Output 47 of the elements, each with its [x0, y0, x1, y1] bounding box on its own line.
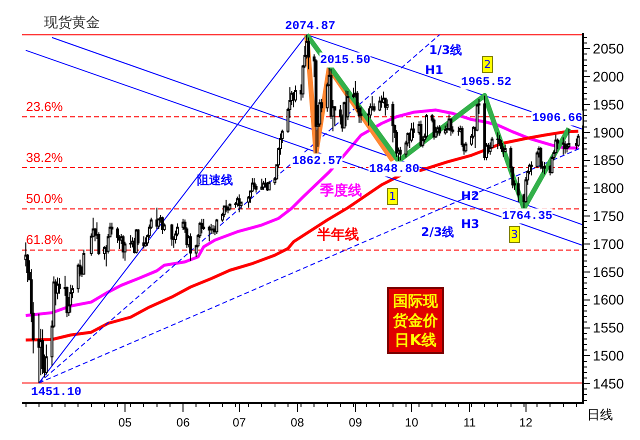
annotation: 23.6%: [26, 99, 64, 114]
y-tick-label: 2000: [592, 68, 624, 84]
y-tick-label: 1900: [592, 124, 624, 140]
annotation: 1451.10: [31, 385, 82, 399]
x-axis-title: 日线: [587, 408, 613, 423]
y-tick-label: 1500: [592, 348, 624, 364]
x-tick-label: 12: [519, 415, 533, 430]
annotation: 1906.66: [532, 111, 582, 125]
x-tick-label: 06: [176, 415, 190, 430]
y-tick-label: 2050: [592, 40, 624, 57]
y-tick-label: 1750: [592, 208, 624, 224]
series-label: H1: [425, 63, 444, 77]
y-tick-label: 1650: [592, 264, 624, 280]
series-label: 阻速线: [197, 173, 233, 187]
x-tick-label: 10: [404, 415, 419, 430]
annotation: 50.0%: [26, 191, 64, 206]
annotation: 国际现货金价日K线: [392, 292, 439, 349]
annotation: 1764.35: [502, 209, 552, 223]
annotation: 2: [484, 58, 491, 71]
series-label: 季度线: [319, 182, 362, 199]
y-tick-label: 1800: [592, 180, 624, 196]
x-tick-label: 09: [348, 415, 362, 430]
annotation: 2074.87: [285, 19, 336, 33]
series-label: H3: [461, 217, 480, 231]
annotation: 1862.57: [292, 154, 342, 168]
annotation: 2015.50: [320, 53, 370, 67]
y-tick-label: 1700: [592, 236, 624, 252]
y-tick-label: 1950: [592, 96, 624, 112]
series-label: 1/3线: [429, 43, 462, 57]
annotation: 38.2%: [26, 150, 64, 165]
y-tick-label: 1600: [592, 292, 624, 308]
annotation: 3: [511, 228, 518, 241]
series-label: 半年线: [316, 227, 359, 243]
y-tick-label: 1550: [592, 320, 624, 336]
annotation: 1: [389, 190, 396, 203]
series-label: H2: [461, 189, 480, 203]
annotation: 1965.52: [461, 75, 512, 89]
y-tick-label: 1850: [592, 152, 624, 168]
x-tick-label: 07: [232, 415, 246, 430]
chart-title: 现货黄金: [44, 14, 100, 31]
annotation: 1848.80: [369, 162, 420, 176]
x-tick-label: 05: [118, 415, 132, 430]
series-label: 2/3线: [421, 225, 454, 239]
x-tick-label: 11: [463, 415, 476, 430]
y-tick-label: 1450: [592, 375, 624, 392]
annotation: 61.8%: [26, 232, 64, 247]
x-tick-label: 08: [290, 415, 304, 430]
